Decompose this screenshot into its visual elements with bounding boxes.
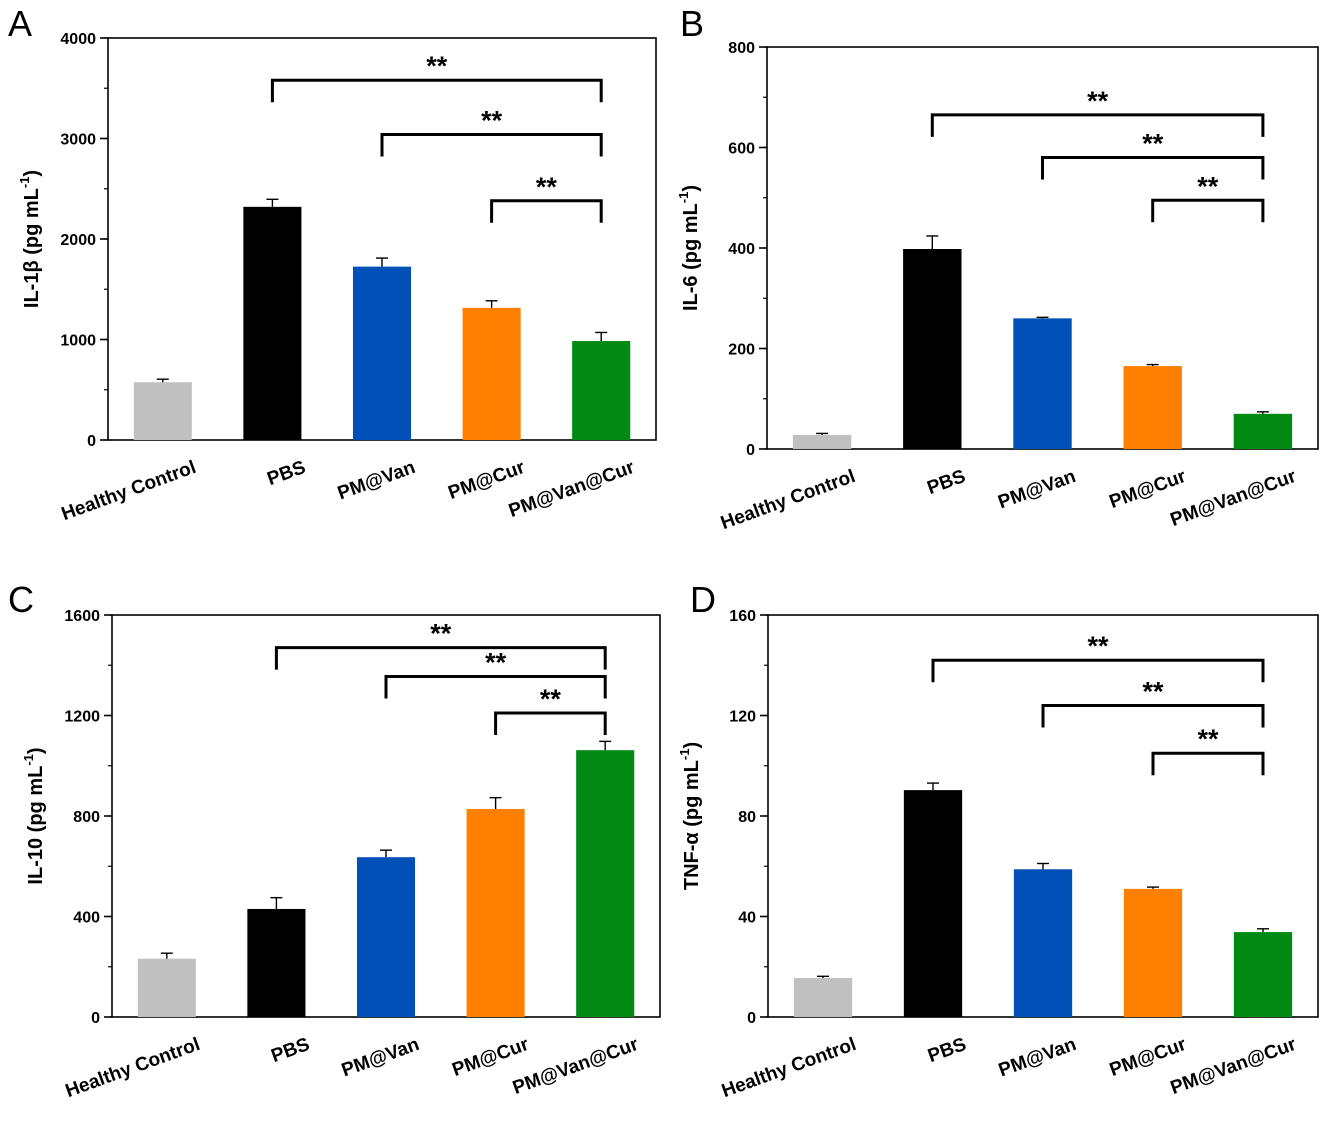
significance-label: ** (426, 51, 448, 81)
y-tick-label: 40 (738, 910, 756, 927)
bar (1233, 932, 1293, 1017)
y-tick-label: 80 (738, 809, 756, 826)
bar (1123, 366, 1182, 449)
bar (466, 808, 525, 1017)
bar (903, 249, 962, 449)
y-axis-label: IL-1β (pg mL-1) (17, 170, 43, 308)
significance-bracket (1041, 156, 1265, 180)
y-tick-label: 800 (73, 809, 100, 826)
y-axis-label-close: ) (681, 742, 703, 749)
significance-bracket (1041, 703, 1265, 728)
significance-label: ** (540, 684, 562, 714)
y-tick-label: 400 (73, 910, 100, 927)
significance-label: ** (1087, 631, 1109, 661)
bar (352, 266, 412, 440)
bar (243, 206, 302, 440)
y-tick-label: 1600 (64, 608, 100, 625)
y-tick-label: 0 (87, 433, 96, 450)
bar (247, 908, 306, 1017)
significance-label: ** (1142, 676, 1164, 706)
bar (1013, 318, 1072, 449)
bar (1123, 888, 1183, 1017)
significance-label: ** (1142, 129, 1164, 159)
y-axis-label-main: IL-1β (pg mL (21, 188, 43, 308)
y-axis-label-superscript: -1 (676, 192, 691, 204)
significance-bracket (494, 711, 607, 735)
significance-label: ** (485, 648, 507, 678)
significance-bracket (380, 132, 603, 157)
y-tick-label: 3000 (60, 132, 96, 149)
y-tick-label: 1200 (64, 709, 100, 726)
significance-bracket (1151, 198, 1265, 223)
y-tick-label: 1000 (60, 333, 96, 350)
significance-bracket (1151, 751, 1265, 776)
panel-letter: C (8, 579, 34, 620)
panel-letter: D (690, 579, 716, 620)
bar (137, 958, 196, 1017)
bar (793, 978, 853, 1017)
y-tick-label: 400 (728, 241, 755, 258)
y-axis-label-close: ) (21, 170, 43, 177)
bar (903, 790, 963, 1017)
y-axis-label-close: ) (25, 747, 47, 754)
y-tick-label: 800 (728, 40, 755, 57)
y-tick-label: 0 (746, 442, 755, 459)
panel-letter: A (8, 3, 32, 44)
bar (1233, 413, 1293, 449)
y-axis-label: TNF-α (pg mL-1) (677, 742, 703, 890)
y-tick-label: 0 (747, 1010, 756, 1027)
significance-label: ** (1197, 724, 1219, 754)
y-axis-label: IL-6 (pg mL-1) (676, 185, 702, 311)
y-axis-label-main: TNF-α (pg mL (681, 760, 703, 890)
panel-letter: B (680, 3, 704, 44)
bar (792, 434, 852, 449)
significance-label: ** (481, 105, 503, 135)
y-axis-label-main: IL-6 (pg mL (680, 203, 702, 311)
y-tick-label: 160 (729, 608, 756, 625)
significance-bracket (270, 78, 603, 103)
y-axis-label-superscript: -1 (677, 749, 692, 761)
significance-label: ** (430, 619, 452, 649)
significance-label: ** (1087, 86, 1109, 116)
bar (462, 307, 521, 440)
significance-bracket (930, 113, 1265, 137)
y-tick-label: 600 (728, 141, 755, 158)
significance-bracket (931, 658, 1265, 683)
bar (572, 341, 631, 440)
y-tick-label: 2000 (60, 232, 96, 249)
y-tick-label: 200 (728, 342, 755, 359)
bar (356, 857, 416, 1017)
y-axis-label-superscript: -1 (17, 177, 32, 189)
bar (133, 382, 192, 440)
y-axis-label-main: IL-10 (pg mL (25, 766, 47, 885)
bar (1013, 869, 1073, 1017)
y-axis-label-close: ) (680, 185, 702, 192)
significance-bracket (490, 199, 603, 223)
y-axis-label: IL-10 (pg mL-1) (21, 747, 47, 884)
y-axis-label-superscript: -1 (21, 754, 36, 766)
significance-bracket (274, 646, 607, 670)
bar (576, 750, 635, 1017)
y-tick-label: 4000 (60, 31, 96, 48)
significance-label: ** (1197, 171, 1219, 201)
y-tick-label: 120 (729, 709, 756, 726)
significance-label: ** (536, 172, 558, 202)
significance-bracket (384, 675, 607, 699)
y-tick-label: 0 (91, 1010, 100, 1027)
